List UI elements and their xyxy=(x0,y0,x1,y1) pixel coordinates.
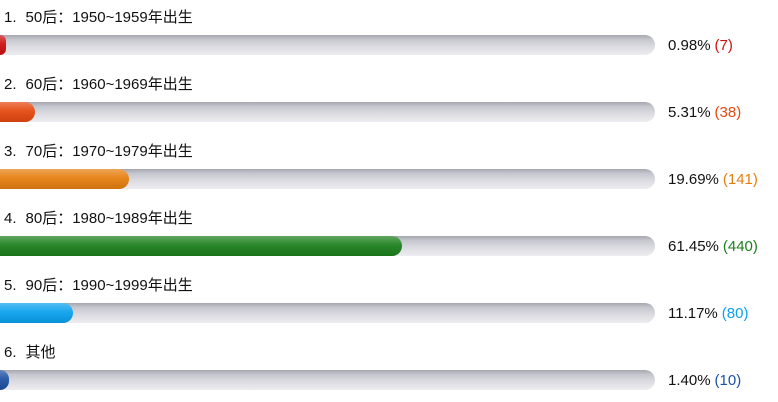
bar-line: 0.98% (7) xyxy=(0,35,778,55)
option-number: 5. xyxy=(4,277,17,294)
bar-fill xyxy=(0,236,403,256)
survey-option-row: 1. 50后：1950~1959年出生 0.98% (7) xyxy=(0,0,778,67)
survey-option-row: 3. 70后：1970~1979年出生 19.69% (141) xyxy=(0,134,778,201)
survey-option-row: 4. 80后：1980~1989年出生 61.45% (440) xyxy=(0,201,778,268)
count-value: (80) xyxy=(721,304,749,322)
option-value: 0.98% (7) xyxy=(668,37,733,54)
percent-value: 19.69% xyxy=(668,170,719,188)
option-text: 60后：1960~1969年出生 xyxy=(25,76,193,93)
option-text: 50后：1950~1959年出生 xyxy=(25,9,193,26)
option-number: 2. xyxy=(4,76,17,93)
option-label: 6. 其他 xyxy=(0,335,778,363)
percent-value: 1.40% xyxy=(668,371,711,389)
bar-track xyxy=(0,303,655,323)
survey-option-row: 5. 90后：1990~1999年出生 11.17% (80) xyxy=(0,268,778,335)
option-label: 2. 60后：1960~1969年出生 xyxy=(0,67,778,95)
bar-fill xyxy=(0,35,7,55)
option-value: 11.17% (80) xyxy=(668,305,748,322)
option-number: 1. xyxy=(4,9,17,26)
bar-line: 61.45% (440) xyxy=(0,236,778,256)
count-value: (7) xyxy=(714,36,733,54)
percent-value: 0.98% xyxy=(668,36,711,54)
option-number: 3. xyxy=(4,143,17,160)
bar-line: 5.31% (38) xyxy=(0,102,778,122)
bar-fill xyxy=(0,102,35,122)
bar-fill xyxy=(0,303,74,323)
option-number: 6. xyxy=(4,344,17,361)
bar-line: 11.17% (80) xyxy=(0,303,778,323)
percent-value: 11.17% xyxy=(668,304,718,322)
bar-track xyxy=(0,35,655,55)
percent-value: 5.31% xyxy=(668,103,711,121)
bar-track xyxy=(0,102,655,122)
option-label: 5. 90后：1990~1999年出生 xyxy=(0,268,778,296)
option-label: 3. 70后：1970~1979年出生 xyxy=(0,134,778,162)
bar-fill xyxy=(0,370,10,390)
bar-track xyxy=(0,236,655,256)
percent-value: 61.45% xyxy=(668,237,719,255)
option-text: 70后：1970~1979年出生 xyxy=(25,143,193,160)
option-label: 4. 80后：1980~1989年出生 xyxy=(0,201,778,229)
bar-line: 19.69% (141) xyxy=(0,169,778,189)
option-value: 19.69% (141) xyxy=(668,171,758,188)
survey-option-row: 6. 其他 1.40% (10) xyxy=(0,335,778,402)
count-value: (38) xyxy=(714,103,742,121)
count-value: (10) xyxy=(714,371,742,389)
option-text: 90后：1990~1999年出生 xyxy=(25,277,193,294)
option-text: 其他 xyxy=(25,344,56,361)
option-label: 1. 50后：1950~1959年出生 xyxy=(0,0,778,28)
survey-option-row: 2. 60后：1960~1969年出生 5.31% (38) xyxy=(0,67,778,134)
option-text: 80后：1980~1989年出生 xyxy=(25,210,193,227)
option-number: 4. xyxy=(4,210,17,227)
bar-track xyxy=(0,370,655,390)
bar-line: 1.40% (10) xyxy=(0,370,778,390)
option-value: 1.40% (10) xyxy=(668,372,741,389)
count-value: (440) xyxy=(722,237,758,255)
bar-track xyxy=(0,169,655,189)
count-value: (141) xyxy=(722,170,758,188)
option-value: 61.45% (440) xyxy=(668,238,758,255)
option-value: 5.31% (38) xyxy=(668,104,741,121)
bar-fill xyxy=(0,169,129,189)
